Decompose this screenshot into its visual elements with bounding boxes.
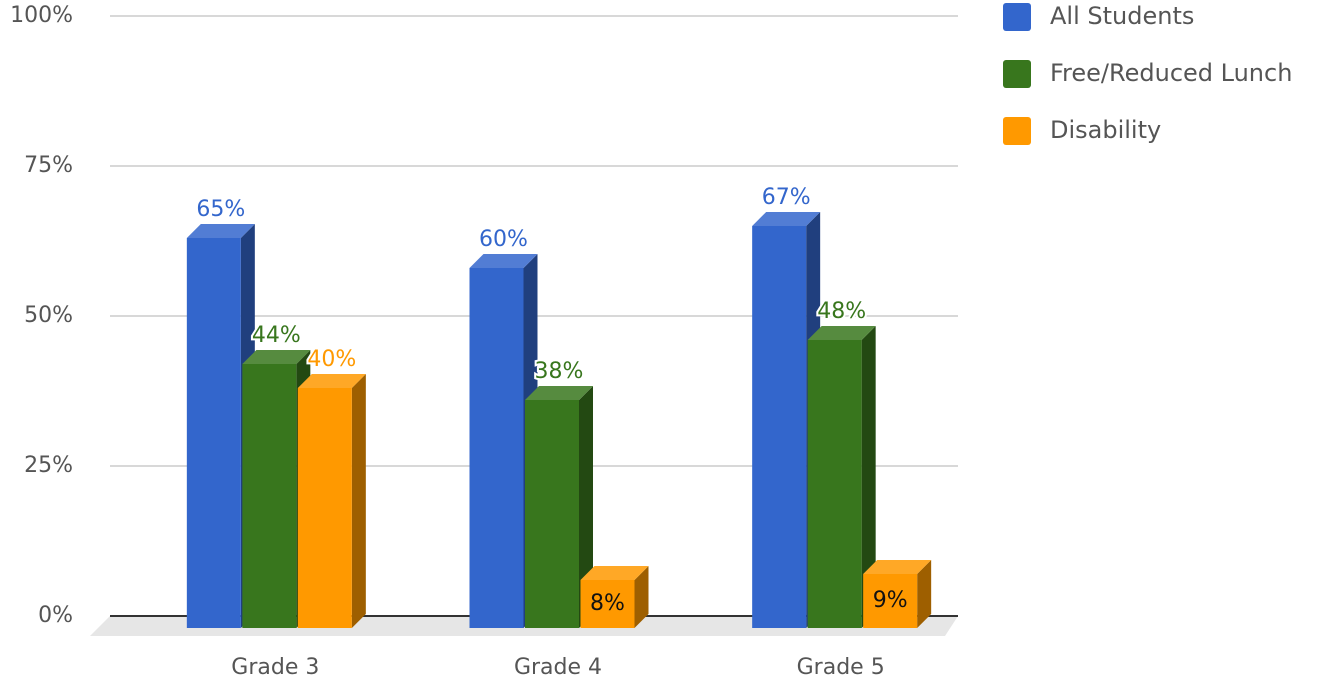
y-tick-label: 50%	[24, 303, 73, 328]
data-label: 60%	[479, 227, 528, 252]
data-label: 9%	[873, 588, 908, 613]
data-label: 44%	[252, 323, 301, 348]
y-tick-label: 100%	[10, 3, 73, 28]
bar	[752, 226, 807, 628]
bar	[469, 268, 524, 628]
data-label: 8%	[590, 591, 625, 616]
bar-top	[186, 224, 255, 238]
data-label: 38%	[535, 359, 584, 384]
bar-side	[351, 374, 366, 628]
bar	[580, 580, 635, 628]
bar	[525, 400, 579, 628]
legend-swatch	[1003, 117, 1031, 145]
bar	[242, 364, 297, 628]
bar-side	[917, 560, 932, 628]
bar-top	[469, 254, 538, 268]
y-tick-label: 75%	[24, 153, 73, 178]
x-tick-label: Grade 3	[231, 655, 319, 680]
data-label: 65%	[196, 197, 245, 222]
bar-top	[580, 566, 649, 580]
bar-side	[634, 566, 649, 628]
bar-side	[861, 326, 876, 628]
bar	[863, 574, 918, 628]
legend-swatch	[1003, 3, 1031, 31]
bar-top	[752, 212, 821, 226]
legend-label: Free/Reduced Lunch	[1050, 59, 1292, 87]
bar	[807, 340, 862, 628]
x-tick-label: Grade 5	[797, 655, 885, 680]
bar-top	[297, 374, 366, 388]
bar	[297, 388, 352, 628]
data-label: 48%	[817, 299, 866, 324]
bar-side	[579, 386, 593, 628]
bar	[186, 238, 241, 628]
legend-label: All Students	[1050, 2, 1194, 30]
y-tick-label: 0%	[38, 603, 73, 628]
data-label: 67%	[762, 185, 811, 210]
bar-top	[807, 326, 876, 340]
bar-top	[863, 560, 932, 574]
bar-top	[525, 386, 593, 400]
legend-swatch	[1003, 60, 1031, 88]
legend-label: Disability	[1050, 116, 1161, 144]
x-tick-label: Grade 4	[514, 655, 602, 680]
bar-top	[242, 350, 311, 364]
data-label: 40%	[307, 347, 356, 372]
y-tick-label: 25%	[24, 453, 73, 478]
